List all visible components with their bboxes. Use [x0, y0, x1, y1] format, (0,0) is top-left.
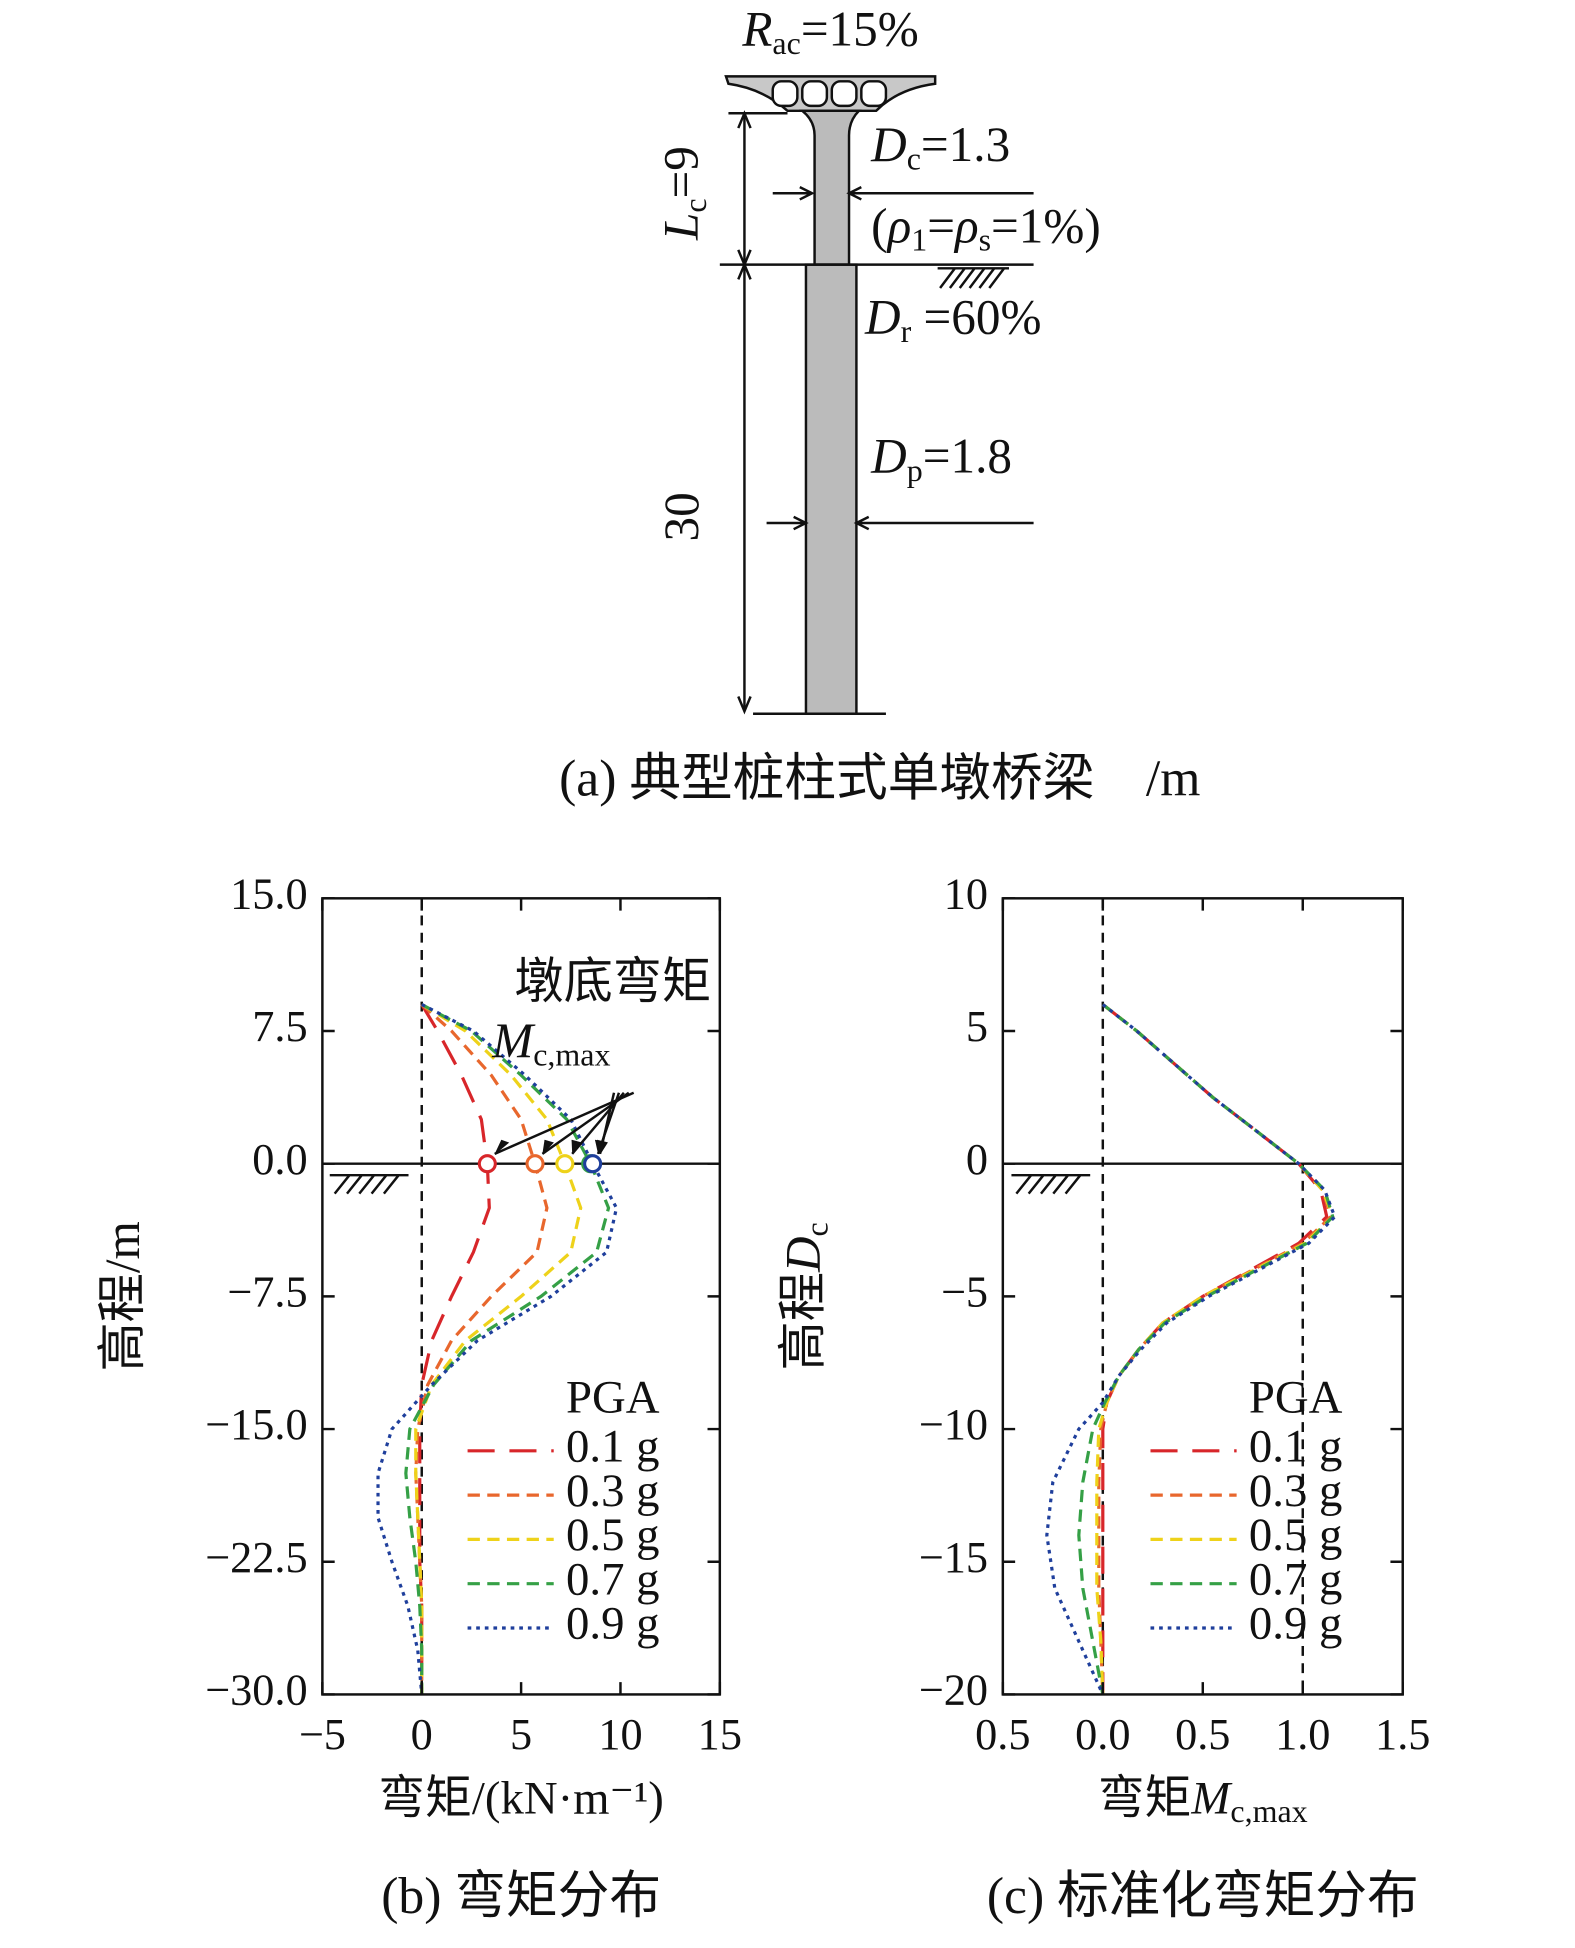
y-tick-label: −15	[919, 1533, 988, 1582]
legend-label: 0.5 g	[566, 1509, 660, 1561]
y-tick-label: 0.0	[252, 1135, 307, 1184]
legend-label: 0.3 g	[1249, 1465, 1343, 1517]
y-tick-label: 7.5	[252, 1002, 307, 1051]
x-tick-label: 10	[598, 1710, 642, 1759]
y-tick-label: 10	[944, 869, 988, 918]
peak-marker	[583, 1154, 603, 1174]
x-tick-label: 15	[698, 1710, 742, 1759]
legend-title: PGA	[566, 1371, 660, 1423]
x-axis-label: 弯矩Mc,max	[1098, 1772, 1308, 1829]
ground-hatch	[329, 1173, 409, 1195]
label-part: c	[799, 1222, 835, 1236]
y-tick-label: −20	[919, 1666, 988, 1715]
x-tick-label: 0.5	[975, 1710, 1030, 1759]
pile-length-label: 30	[654, 492, 709, 541]
deck-cell	[771, 80, 799, 108]
dp-arrows	[766, 515, 1034, 531]
series-line	[414, 1003, 583, 1695]
label-part: 高程	[776, 1272, 831, 1370]
column-diameter-label: Dc=1.3	[870, 117, 1010, 176]
y-tick-label: 15.0	[230, 869, 308, 918]
bridge-diagram	[719, 75, 1034, 715]
peak-marker	[525, 1154, 545, 1174]
legend-label: 0.7 g	[1249, 1553, 1343, 1605]
relative-density-label: Dr =60%	[864, 290, 1041, 349]
label-part: 高程/m	[95, 1221, 150, 1371]
legend-label: 0.9 g	[1249, 1598, 1343, 1650]
dimension-arrows	[737, 110, 752, 715]
x-tick-label: −5	[299, 1710, 346, 1759]
legend-label: 0.1 g	[566, 1421, 660, 1473]
caption: (b) 弯矩分布	[381, 1868, 661, 1925]
x-tick-label: 1.5	[1375, 1710, 1430, 1759]
caption: (a) 典型桩柱式单墩桥梁 /m	[559, 751, 1200, 808]
arrow-head	[541, 1139, 554, 1155]
legend-label: 0.1 g	[1249, 1421, 1343, 1473]
x-tick-label: 0	[411, 1710, 433, 1759]
legend-title: PGA	[1249, 1371, 1343, 1423]
peak-marker	[555, 1154, 575, 1174]
legend-label: 0.9 g	[566, 1598, 660, 1650]
deck-cell	[801, 80, 829, 108]
y-axis-label: 高程Dc	[776, 1222, 835, 1370]
series-line	[1045, 1003, 1337, 1696]
legend-label: 0.7 g	[566, 1553, 660, 1605]
deck-label: Rac=15%	[741, 2, 918, 61]
column	[798, 109, 862, 266]
series-line	[404, 1003, 611, 1695]
series-line	[418, 1003, 491, 1695]
reinforcement-label: (ρ1=ρs=1%)	[871, 199, 1101, 258]
x-tick-label: 1.0	[1275, 1710, 1330, 1759]
series-line	[376, 1003, 619, 1695]
y-tick-label: −10	[919, 1400, 988, 1449]
arrow-head	[494, 1139, 510, 1155]
pile-diameter-label: Dp=1.8	[870, 429, 1012, 488]
label-part: M	[1190, 1772, 1233, 1824]
x-axis-label: 弯矩/(kN·m⁻¹)	[378, 1772, 663, 1824]
pile	[804, 263, 858, 715]
label-part: c,max	[1230, 1793, 1307, 1829]
arrow-head	[571, 1139, 582, 1155]
y-tick-label: −15.0	[205, 1400, 307, 1449]
y-tick-label: −7.5	[227, 1268, 307, 1317]
label-part: 弯矩	[1098, 1772, 1192, 1824]
y-tick-label: 0	[966, 1135, 988, 1184]
arrow-head	[596, 1139, 608, 1155]
label-part: c,max	[533, 1037, 610, 1073]
column-height-label: Lc=9	[654, 146, 713, 241]
x-tick-label: 0.0	[1075, 1710, 1130, 1759]
label-part: D	[776, 1237, 831, 1274]
x-tick-label: 0.5	[1175, 1710, 1230, 1759]
ground-hatch	[937, 267, 1009, 289]
label-part: M	[491, 1013, 536, 1068]
y-tick-label: −22.5	[205, 1533, 307, 1582]
annotation-symbol: Mc,max	[491, 1013, 610, 1072]
legend-label: 0.5 g	[1249, 1509, 1343, 1561]
deck-cell	[830, 80, 858, 108]
dc-arrows	[772, 186, 1034, 201]
label-part: 弯矩/(kN·m⁻¹)	[378, 1772, 663, 1824]
ground-hatch	[1011, 1173, 1091, 1195]
y-tick-label: −30.0	[205, 1666, 307, 1715]
y-tick-label: −5	[941, 1268, 988, 1317]
legend-label: 0.3 g	[566, 1465, 660, 1517]
deck-cell	[860, 80, 888, 108]
x-tick-label: 5	[510, 1710, 532, 1759]
series-line	[414, 1003, 549, 1695]
y-axis-label: 高程/m	[95, 1221, 150, 1371]
peak-marker	[477, 1154, 497, 1174]
y-tick-label: 5	[966, 1002, 988, 1051]
annotation: 墩底弯矩	[514, 954, 711, 1009]
caption: (c) 标准化弯矩分布	[987, 1868, 1419, 1925]
